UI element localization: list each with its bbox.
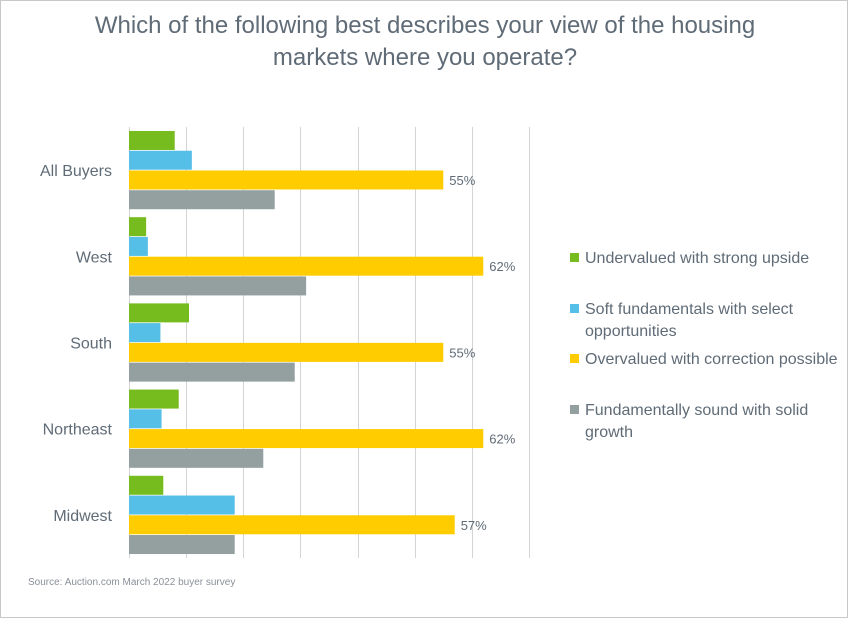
legend-label-undervalued: Undervalued with strong upside bbox=[585, 250, 810, 267]
data-label-south: 55% bbox=[449, 345, 475, 360]
bar-northeast-series-2 bbox=[129, 429, 484, 449]
legend-swatch-fundamentally-sound bbox=[570, 405, 579, 414]
data-label-all-buyers: 55% bbox=[449, 173, 475, 188]
bar-all-buyers-series-2 bbox=[129, 170, 444, 190]
legend-item-overvalued: Overvalued with correction possible bbox=[570, 349, 840, 371]
category-label-all-buyers: All Buyers bbox=[40, 163, 112, 180]
source-note: Source: Auction.com March 2022 buyer sur… bbox=[28, 577, 236, 588]
bar-south-series-2 bbox=[129, 342, 444, 362]
category-label-south: South bbox=[70, 336, 112, 353]
data-label-west: 62% bbox=[489, 259, 515, 274]
bar-midwest-series-2 bbox=[129, 515, 455, 535]
category-label-northeast: Northeast bbox=[43, 422, 113, 439]
bar-west-series-1 bbox=[129, 236, 148, 256]
bar-all-buyers-series-0 bbox=[129, 130, 175, 150]
bar-west-series-3 bbox=[129, 276, 307, 296]
legend-item-undervalued: Undervalued with strong upside bbox=[570, 248, 840, 270]
legend-item-soft-fundamentals: Soft fundamentals with select opportunit… bbox=[570, 299, 840, 343]
bar-midwest-series-1 bbox=[129, 495, 235, 515]
legend-item-fundamentally-sound: Fundamentally sound with solid growth bbox=[570, 400, 840, 444]
legend-label-fundamentally-sound: Fundamentally sound with solid growth bbox=[585, 402, 809, 441]
legend-swatch-soft-fundamentals bbox=[570, 304, 579, 313]
legend-label-overvalued: Overvalued with correction possible bbox=[585, 351, 838, 368]
bar-all-buyers-series-3 bbox=[129, 190, 275, 210]
bar-south-series-1 bbox=[129, 323, 161, 343]
category-label-west: West bbox=[76, 249, 113, 266]
bar-west-series-2 bbox=[129, 256, 484, 276]
bar-northeast-series-1 bbox=[129, 409, 162, 429]
legend-swatch-undervalued bbox=[570, 253, 579, 262]
category-label-midwest: Midwest bbox=[53, 508, 112, 525]
legend-swatch-overvalued bbox=[570, 354, 579, 363]
bar-south-series-3 bbox=[129, 362, 295, 382]
data-label-midwest: 57% bbox=[461, 518, 487, 533]
legend-label-soft-fundamentals: Soft fundamentals with select opportunit… bbox=[585, 301, 794, 340]
bar-south-series-0 bbox=[129, 303, 189, 323]
bar-west-series-0 bbox=[129, 217, 147, 237]
bar-northeast-series-0 bbox=[129, 389, 179, 409]
bar-all-buyers-series-1 bbox=[129, 150, 192, 170]
data-label-northeast: 62% bbox=[489, 432, 515, 447]
bar-midwest-series-0 bbox=[129, 475, 164, 495]
bar-northeast-series-3 bbox=[129, 448, 264, 468]
bars bbox=[129, 130, 484, 555]
labels: All Buyers 55% West 62% South 55% Northeast 62%… bbox=[40, 163, 516, 533]
chart-title: Which of the following best describes yo… bbox=[94, 12, 756, 71]
bar-midwest-series-3 bbox=[129, 535, 235, 555]
